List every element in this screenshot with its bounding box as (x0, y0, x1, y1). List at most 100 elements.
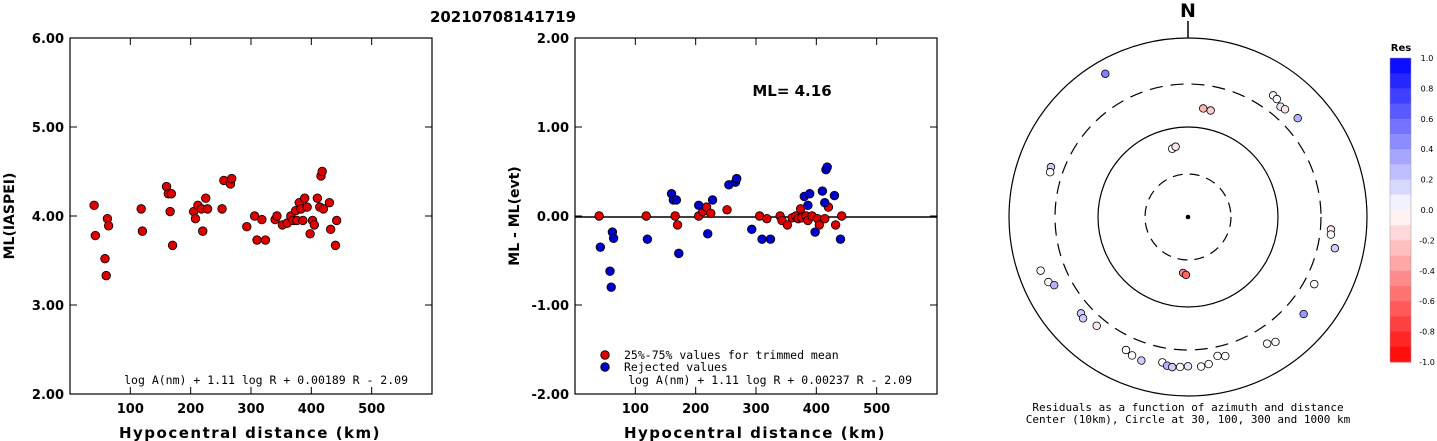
azimuth-point (1280, 105, 1290, 114)
legend-label-rejected: Rejected values (624, 360, 728, 374)
x-tick-label: 100 (117, 402, 144, 417)
y-tick-label: 0.00 (537, 210, 569, 225)
data-point (670, 211, 680, 221)
x-tick-label: 100 (622, 402, 649, 417)
colorbar-tick-label: 0.4 (1421, 145, 1434, 154)
data-point (330, 240, 341, 251)
colorbar-tick-label: -0.2 (1419, 236, 1435, 245)
data-point (317, 166, 327, 177)
panel1-x-axis-label: Hypocentral distance (km) (119, 424, 381, 441)
data-point (190, 213, 201, 224)
data-point (103, 221, 114, 231)
y-tick-label: -2.00 (532, 388, 569, 403)
x-tick-label: 200 (177, 402, 204, 417)
azimuth-point (1171, 142, 1180, 151)
data-point (318, 204, 329, 214)
azimuth-point (1127, 351, 1137, 360)
data-point (324, 197, 335, 208)
data-point (706, 208, 716, 219)
circle-300km (1054, 83, 1322, 351)
panel1-y-axis-label: ML(IASPEI) (2, 173, 18, 260)
data-point (298, 215, 308, 226)
x-tick-label: 400 (803, 402, 830, 417)
data-point (252, 235, 262, 245)
data-point (731, 173, 742, 184)
azimuth-point (1196, 362, 1206, 371)
colorbar-cell (1390, 164, 1411, 181)
data-point (136, 204, 146, 214)
legend-marker-trimmed (600, 350, 610, 360)
data-point (642, 234, 653, 244)
figure-title: 20210708141719 (430, 8, 576, 26)
azimuth-point (1092, 321, 1101, 331)
colorbar-cell (1390, 88, 1411, 105)
data-point (820, 213, 830, 224)
y-tick-label: 6.00 (32, 32, 64, 47)
data-point (707, 195, 718, 205)
azimuth-point (1045, 168, 1055, 177)
data-point (217, 204, 227, 214)
colorbar-tick-label: 0.8 (1421, 84, 1434, 93)
azimuth-points (1036, 69, 1340, 372)
azimuth-point (1213, 351, 1222, 361)
colorbar-tick-label: 0.2 (1421, 176, 1434, 185)
azimuth-point (1181, 270, 1191, 280)
azimuth-caption-line1: Residuals as a function of azimuth and d… (1032, 401, 1343, 414)
colorbar-cell (1390, 149, 1411, 165)
legend-marker-rejected (600, 362, 610, 372)
circle-100km (1097, 126, 1279, 308)
azimuth-point (1078, 314, 1088, 323)
data-point (201, 193, 211, 203)
data-point (226, 173, 237, 184)
data-point (89, 200, 99, 211)
colorbar-cell (1390, 103, 1411, 120)
data-point (594, 211, 604, 221)
colorbar-tick-label: 1.0 (1421, 54, 1434, 63)
colorbar-title: Res (1391, 43, 1411, 54)
data-point (762, 213, 772, 224)
data-point (272, 211, 282, 221)
colorbar-cell (1390, 346, 1411, 363)
data-point (672, 220, 683, 230)
colorbar-tick-label: -0.8 (1419, 328, 1435, 337)
colorbar-cell (1390, 286, 1411, 302)
data-point (608, 233, 619, 243)
data-point (165, 206, 175, 217)
data-point (835, 234, 846, 244)
azimuth-point (1183, 362, 1193, 371)
data-point (814, 220, 825, 230)
azimuth-point (1299, 309, 1308, 319)
data-point (782, 220, 793, 230)
azimuth-point (1272, 94, 1282, 104)
data-point (257, 214, 267, 225)
azimuth-point (1137, 356, 1146, 365)
data-point (325, 224, 336, 235)
x-tick-label: 400 (298, 402, 325, 417)
colorbar-tick-label: -1.0 (1419, 358, 1435, 367)
data-point (693, 200, 704, 211)
data-point (305, 229, 315, 239)
north-label: N (1180, 0, 1196, 22)
y-tick-label: 3.00 (32, 299, 64, 314)
azimuth-point (1271, 337, 1280, 347)
data-point (100, 254, 110, 264)
azimuth-point (1310, 279, 1319, 289)
y-tick-label: 2.00 (32, 388, 64, 403)
colorbar-cell (1390, 118, 1411, 135)
y-tick-label: 5.00 (32, 121, 64, 136)
data-point (167, 240, 178, 251)
data-point (202, 204, 213, 214)
azimuth-point (1036, 266, 1045, 275)
colorbar-outline (1389, 57, 1412, 363)
azimuth-point (1168, 362, 1177, 372)
data-point (817, 186, 828, 196)
ml-distance-panel: 100 200 300 400 500 2.00 3.00 4.00 5.00 6.00 Hypo… (2, 32, 433, 441)
azimuth-point (1221, 351, 1230, 361)
data-point (765, 234, 776, 244)
data-point (757, 234, 767, 244)
colorbar-labels: 1.0 0.8 0.6 0.4 0.2 0.0 -0.2 -0.4 -0.6 -0.8 -1.0 (1419, 54, 1435, 367)
residual-distance-panel: 100 200 300 400 500 -2.00 -1.00 0.00 1.00 2.00 ML… (507, 32, 938, 441)
colorbar-cell (1390, 301, 1411, 317)
data-point (101, 270, 111, 281)
